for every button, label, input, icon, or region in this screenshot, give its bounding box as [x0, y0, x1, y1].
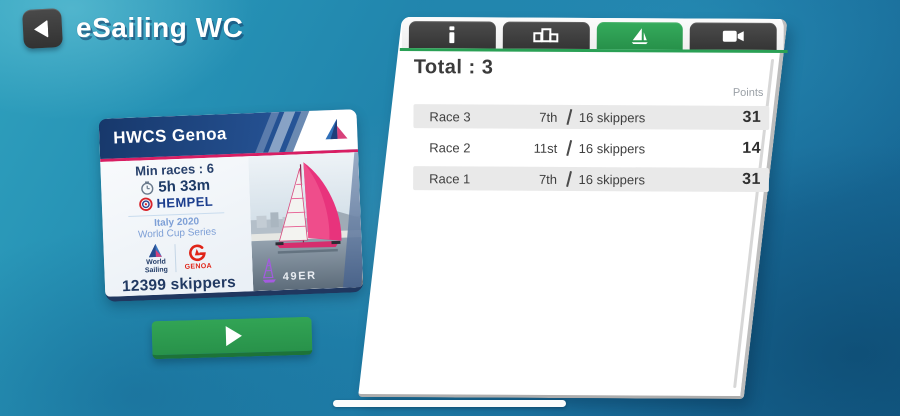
boat-photo: 49ER — [248, 152, 364, 292]
results-panel: Total : 3 Points Race 3 7th 16 skippers … — [358, 17, 788, 400]
points-column-header: Points — [732, 86, 764, 99]
results-panel-content: Total : 3 Points Race 3 7th 16 skippers … — [399, 17, 788, 396]
race-fleet-size: 16 skippers — [578, 171, 646, 187]
video-camera-icon — [722, 30, 744, 42]
separator — [566, 171, 572, 187]
race-points: 31 — [742, 108, 762, 126]
sail-logo-icon — [325, 118, 348, 140]
genoa-emblem-icon — [189, 244, 207, 261]
race-result: 11st 16 skippers — [501, 140, 671, 157]
podium-icon — [533, 28, 559, 43]
event-card-header: HWCS Genoa — [98, 109, 358, 159]
race-row[interactable]: Race 1 7th 16 skippers 31 — [413, 166, 769, 193]
genoa-logo: GENOA — [184, 243, 212, 271]
page-title: eSailing WC — [76, 12, 244, 43]
sailboat-icon — [631, 28, 648, 45]
world-sailing-label: Sailing — [144, 265, 168, 274]
clock-icon — [141, 180, 154, 195]
tab-replay[interactable] — [689, 22, 777, 50]
boat-class-icon — [262, 258, 276, 283]
race-results: Total : 3 Points Race 3 7th 16 skippers … — [401, 48, 784, 193]
event-card[interactable]: HWCS Genoa Min races : 6 — [98, 109, 364, 302]
race-row[interactable]: Race 3 7th 16 skippers 31 — [413, 104, 770, 130]
event-title: HWCS Genoa — [112, 124, 228, 148]
event-card-inner: HWCS Genoa Min races : 6 — [98, 109, 364, 297]
world-sailing-sail-icon — [149, 243, 163, 257]
genoa-label: GENOA — [184, 262, 212, 271]
race-name: Race 2 — [429, 139, 471, 155]
skippers-count: 12399 skippers — [121, 273, 237, 296]
race-name: Race 3 — [429, 108, 471, 124]
separator — [566, 108, 572, 125]
tab-podium[interactable] — [502, 21, 590, 49]
race-points: 31 — [742, 170, 761, 188]
total-label: Total : 3 — [413, 56, 494, 79]
sponsor-name: HEMPEL — [156, 193, 214, 211]
event-card-info: Min races : 6 5h 33m — [100, 156, 253, 297]
boat-photo-illustration — [248, 152, 364, 292]
divider — [174, 244, 177, 273]
tab-bar — [399, 17, 788, 54]
hempel-logo-icon — [138, 197, 153, 211]
race-fleet-size: 16 skippers — [578, 140, 646, 156]
world-sailing-logo: World Sailing — [144, 243, 168, 275]
info-icon — [449, 26, 455, 44]
separator — [566, 140, 572, 156]
race-position: 11st — [533, 140, 558, 156]
race-list: Race 3 7th 16 skippers 31 Race 2 11st 16… — [413, 104, 770, 193]
tab-info[interactable] — [408, 21, 496, 49]
race-fleet-size: 16 skippers — [578, 109, 646, 125]
play-button[interactable] — [151, 316, 313, 360]
play-icon — [225, 325, 243, 347]
race-position: 7th — [538, 171, 558, 187]
back-arrow-icon — [33, 19, 49, 38]
bottom-scroll-indicator[interactable] — [333, 400, 566, 407]
race-position: 7th — [539, 109, 558, 125]
event-card-body: Min races : 6 5h 33m — [100, 152, 364, 297]
race-row[interactable]: Race 2 11st 16 skippers 14 — [413, 135, 769, 161]
race-name: Race 1 — [429, 170, 471, 186]
race-points: 14 — [742, 139, 762, 157]
boat-class-label: 49ER — [282, 269, 317, 284]
tab-races[interactable] — [596, 22, 684, 50]
back-button[interactable] — [22, 8, 63, 49]
race-result: 7th 16 skippers — [501, 171, 671, 188]
time-remaining: 5h 33m — [158, 176, 211, 196]
race-result: 7th 16 skippers — [501, 108, 671, 126]
